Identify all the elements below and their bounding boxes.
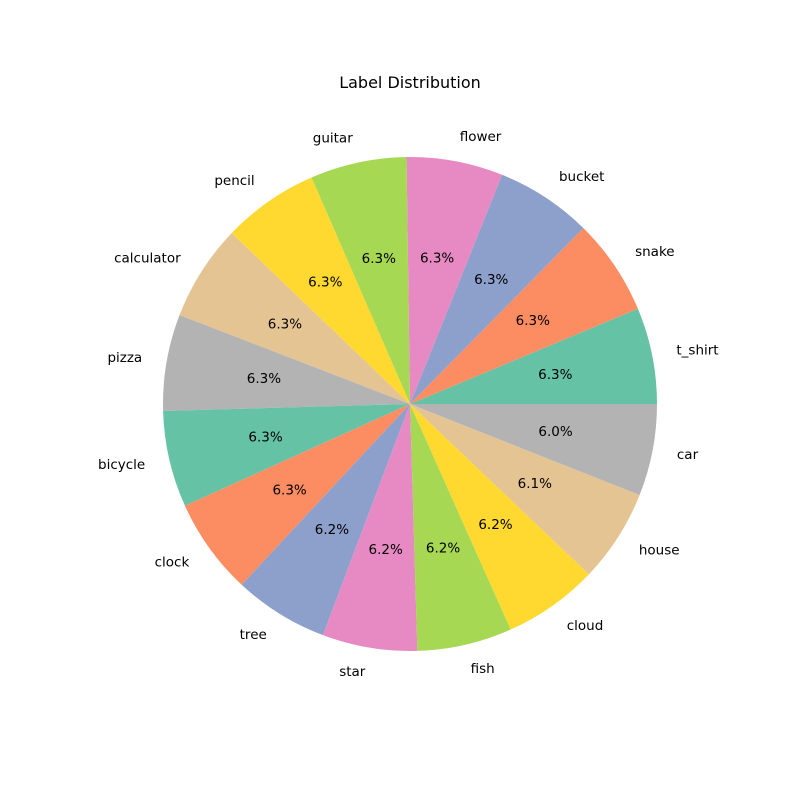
slice-percent-label: 6.2%: [426, 540, 460, 556]
pie-slice-flower: [406, 157, 503, 404]
slice-label: cloud: [567, 618, 604, 634]
slice-percent-label: 6.3%: [248, 429, 282, 445]
pie-slice-snake: [410, 228, 638, 404]
slice-percent-label: 6.3%: [268, 317, 302, 333]
slice-percent-label: 6.3%: [474, 272, 508, 288]
slice-percent-label: 6.3%: [308, 274, 342, 290]
slice-percent-label: 6.1%: [518, 476, 552, 492]
pie-slice-cloud: [410, 404, 589, 630]
chart-title: Label Distribution: [339, 73, 481, 92]
pie-labels: t_shirt 6.3% snake 6.3% bucket 6.3% flower 6.3%…: [98, 129, 719, 680]
slice-label: pizza: [107, 350, 142, 366]
slice-label: snake: [635, 244, 675, 260]
slice-label: tree: [240, 627, 267, 643]
slice-percent-label: 6.3%: [272, 482, 306, 498]
pie-slice-bucket: [410, 174, 584, 404]
pie-slice-bicycle: [163, 404, 410, 506]
slice-label: calculator: [114, 250, 181, 266]
slice-label: clock: [155, 554, 190, 570]
pie-slice-t-shirt: [410, 308, 657, 404]
pie-slice-pencil: [231, 177, 410, 404]
slice-label: bucket: [559, 169, 604, 185]
slice-label: flower: [460, 129, 502, 145]
slice-percent-label: 6.3%: [362, 251, 396, 267]
pie-slice-pizza: [163, 315, 410, 411]
slice-percent-label: 6.3%: [516, 313, 550, 329]
slice-label: fish: [471, 661, 495, 677]
slice-percent-label: 6.2%: [368, 542, 402, 558]
slice-percent-label: 6.0%: [538, 424, 572, 440]
slice-label: pencil: [214, 173, 254, 189]
pie-slices: [163, 157, 657, 652]
pie-slice-star: [322, 404, 418, 652]
pie-slice-calculator: [179, 233, 410, 404]
slice-label: guitar: [313, 130, 353, 146]
slice-percent-label: 6.3%: [538, 367, 572, 383]
slice-percent-label: 6.3%: [247, 371, 281, 387]
slice-percent-label: 6.3%: [420, 250, 454, 266]
pie-slice-tree: [241, 404, 410, 636]
slice-label: bicycle: [98, 457, 145, 473]
pie-slice-house: [410, 404, 640, 575]
slice-label: t_shirt: [676, 343, 718, 359]
pie-slice-fish: [410, 404, 511, 651]
slice-label: car: [677, 447, 699, 463]
pie-slice-clock: [184, 404, 410, 585]
pie-slice-guitar: [311, 157, 410, 404]
slice-label: house: [639, 542, 680, 558]
slice-percent-label: 6.2%: [478, 517, 512, 533]
slice-percent-label: 6.2%: [315, 522, 349, 538]
slice-label: star: [339, 664, 366, 680]
pie-slice-car: [410, 404, 657, 496]
